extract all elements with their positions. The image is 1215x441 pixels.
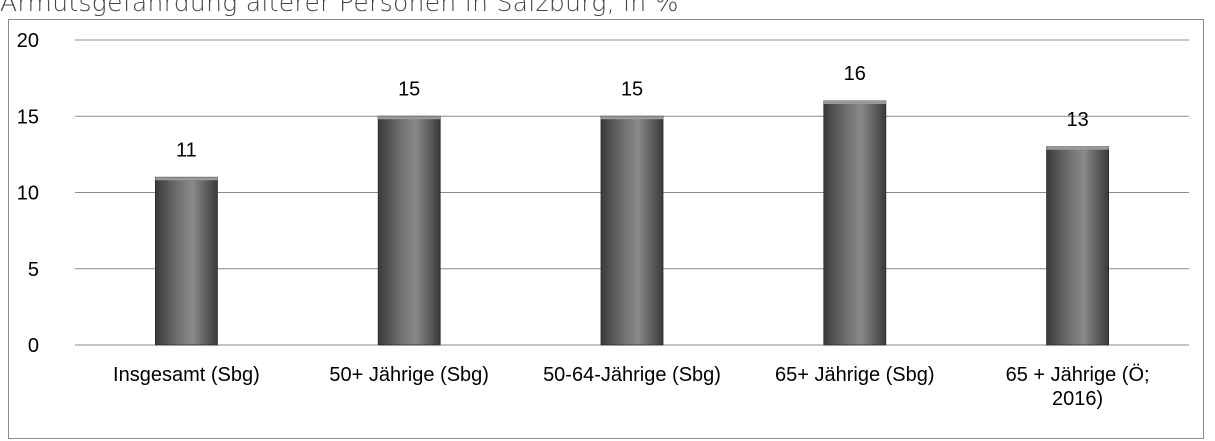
- bar-top-edge: [601, 116, 663, 120]
- y-tick-label: 20: [17, 30, 39, 52]
- data-label: 16: [844, 63, 866, 85]
- y-tick-label: 5: [28, 259, 39, 281]
- bar-top-edge: [155, 177, 218, 181]
- x-category-label: 65+ Jährige (Sbg): [775, 364, 935, 386]
- x-category-label: 65 + Jährige (Ö;: [1006, 364, 1150, 386]
- x-category-label: 50+ Jährige (Sbg): [329, 364, 489, 386]
- y-tick-label: 10: [17, 183, 39, 205]
- bar: [154, 176, 218, 346]
- bar: [823, 100, 887, 346]
- y-tick-label: 0: [28, 335, 39, 357]
- bar-chart: 0 5 10 15 20 11 15 15 16 13 Insgesamt (Sbg) 50+ J…: [17, 30, 1189, 410]
- chart-title: Armutsgefährdung älterer Personen in Sal…: [0, 0, 679, 17]
- data-label: 13: [1066, 109, 1088, 131]
- chart-frame: 0 5 10 15 20 11 15 15 16 13 Insgesamt (Sbg) 50+ J…: [8, 19, 1204, 439]
- x-category-label: Insgesamt (Sbg): [113, 364, 260, 386]
- data-label: 15: [621, 78, 643, 100]
- bar-top-edge: [378, 116, 441, 120]
- bar-top-edge: [1046, 146, 1109, 150]
- x-category-label: 50-64-Jährige (Sbg): [543, 364, 721, 386]
- bars: [154, 100, 1109, 346]
- y-tick-label: 15: [17, 106, 39, 128]
- x-category-label: 2016): [1052, 388, 1103, 410]
- bar-top-edge: [823, 101, 886, 104]
- data-labels: 11 15 15 16 13: [176, 63, 1089, 161]
- data-label: 11: [176, 139, 197, 161]
- bar: [1046, 146, 1109, 346]
- x-axis-categories: Insgesamt (Sbg) 50+ Jährige (Sbg) 50-64-Jä…: [113, 364, 1150, 410]
- y-axis-ticks: 0 5 10 15 20: [17, 30, 39, 357]
- bar: [377, 115, 441, 346]
- data-label: 15: [398, 78, 420, 100]
- bar: [600, 115, 664, 346]
